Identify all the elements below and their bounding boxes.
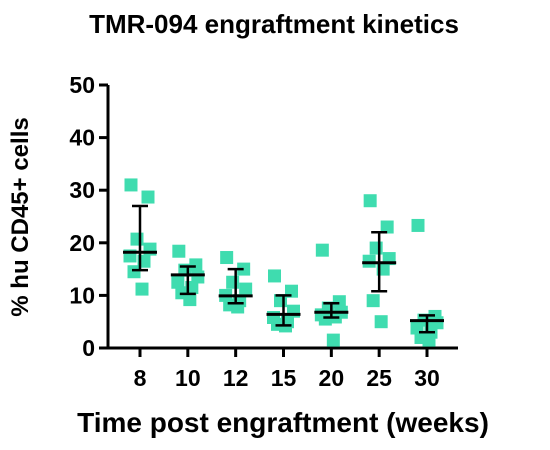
y-tick-label: 40 [69,125,95,151]
median-error-bars [123,204,444,334]
x-tick-label: 20 [319,365,345,391]
y-tick-label: 0 [82,335,95,361]
data-point [366,294,380,308]
data-point [226,275,240,289]
x-tick-label: 12 [223,365,249,391]
data-point [326,333,340,347]
data-point [369,241,383,255]
y-tick-label: 20 [69,230,95,256]
data-point [332,295,346,309]
data-point [171,275,185,289]
data-point [141,190,155,204]
data-point [135,282,149,296]
data-point [268,269,281,283]
data-point [411,218,425,232]
x-tick-label: 10 [175,365,201,391]
x-tick-label: 30 [414,365,440,391]
y-tick-label: 10 [69,282,95,308]
x-tick-label: 8 [134,365,147,391]
data-point [130,232,144,246]
data-point [220,251,234,265]
data-point [422,333,436,347]
data-point [318,312,332,326]
data-point [315,243,329,257]
chart-title: TMR-094 engraftment kinetics [89,9,459,39]
data-point [172,244,186,258]
data-point [183,293,197,307]
data-point [380,220,394,234]
y-tick-label: 50 [69,72,95,98]
data-point [239,282,253,296]
data-point [374,315,388,329]
y-tick-label: 30 [69,177,95,203]
data-point [363,194,377,208]
x-axis-label: Time post engraftment (weeks) [77,407,489,438]
data-point [189,258,203,272]
x-tick-label: 25 [366,365,392,391]
x-ticks: 8 10 12 15 20 25 30 [134,348,440,391]
data-point [124,178,138,192]
x-tick-label: 15 [271,365,297,391]
data-point [127,265,141,279]
y-axis-label: % hu CD45+ cells [7,117,34,316]
data-point [362,254,376,268]
y-ticks: 0 10 20 30 40 50 [69,72,108,361]
